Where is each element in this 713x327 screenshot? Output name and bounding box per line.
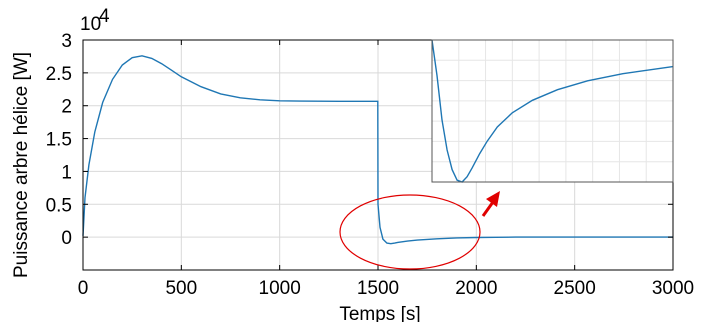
- y-tick-label: 1: [61, 162, 72, 183]
- y-tick-label: 2: [61, 97, 72, 118]
- x-tick-label: 3000: [652, 278, 694, 299]
- y-tick-label: 0: [61, 228, 72, 249]
- inset-grid: [432, 40, 673, 182]
- x-tick-label: 500: [165, 278, 197, 299]
- y-tick-label: 3: [61, 31, 72, 52]
- y-exponent-power: 4: [99, 6, 110, 27]
- x-tick-labels: 0 500 1000 1500 2000 2500 3000: [78, 278, 694, 299]
- x-axis-label: Temps [s]: [339, 304, 420, 322]
- x-tick-label: 1500: [357, 278, 399, 299]
- inset-axes-frame: [431, 39, 674, 183]
- inset-series-line: [431, 39, 674, 183]
- x-tick-label: 1000: [259, 278, 301, 299]
- x-tick-label: 0: [78, 278, 89, 299]
- y-axis-label: Puissance arbre hélice [W]: [11, 52, 32, 278]
- highlight-ellipse: [339, 194, 481, 270]
- y-tick-labels: 0 0.5 1 1.5 2 2.5 3: [46, 31, 72, 249]
- x-tick-label: 2000: [455, 278, 497, 299]
- zoom-arrow: [481, 191, 500, 217]
- x-tick-label: 2500: [554, 278, 596, 299]
- y-tick-label: 2.5: [46, 64, 72, 85]
- main-series-line: [82, 55, 673, 245]
- y-tick-label: 0.5: [46, 195, 72, 216]
- y-exponent-base: 10: [80, 14, 101, 35]
- inset-background: [432, 40, 673, 182]
- y-tick-label: 1.5: [46, 130, 72, 151]
